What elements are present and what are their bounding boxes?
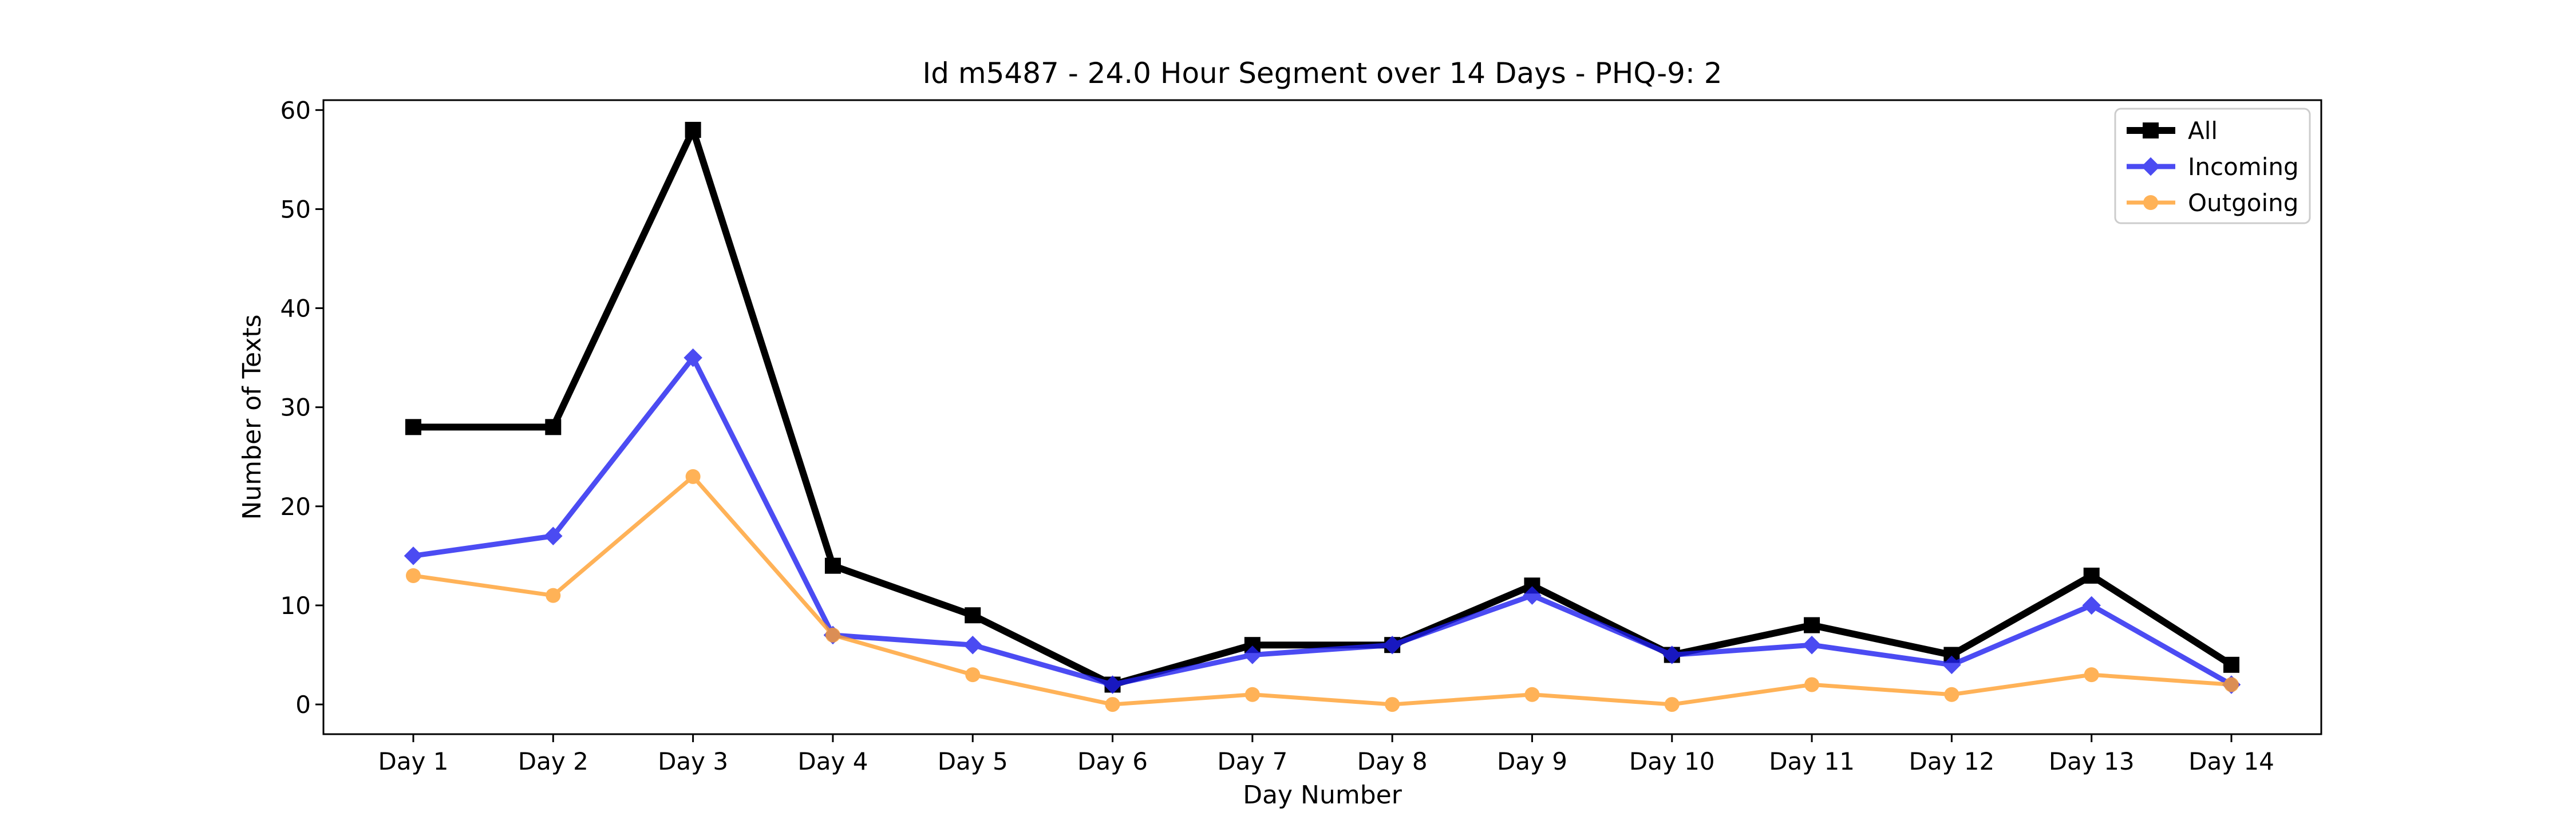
y-axis-label: Number of Texts — [238, 314, 267, 520]
x-tick-label: Day 12 — [1909, 747, 1995, 775]
legend: All Incoming Outgoing — [2114, 108, 2311, 224]
series-all — [405, 121, 2239, 693]
data-point — [545, 419, 562, 435]
series-layer — [404, 121, 2241, 712]
data-point — [1664, 697, 1680, 712]
x-tick-label: Day 1 — [378, 747, 448, 775]
y-tick-label: 10 — [280, 592, 311, 620]
y-tick-label: 50 — [280, 195, 311, 223]
data-point — [963, 635, 982, 655]
data-point — [1382, 635, 1402, 655]
x-tick-label: Day 10 — [1629, 747, 1715, 775]
series-outgoing — [406, 469, 2239, 712]
y-tick-label: 60 — [280, 96, 311, 124]
y-tick-label: 0 — [295, 691, 311, 719]
legend-marker — [2141, 157, 2160, 176]
legend-item — [2127, 157, 2175, 176]
x-tick-label: Day 9 — [1497, 747, 1567, 775]
plot-area — [322, 99, 2322, 735]
data-point — [405, 419, 421, 435]
y-axis: 0 10 20 30 40 50 60 — [280, 96, 323, 719]
data-point — [1524, 687, 1540, 702]
data-point — [544, 526, 563, 545]
x-tick-label: Day 14 — [2188, 747, 2274, 775]
x-tick-label: Day 13 — [2049, 747, 2135, 775]
data-point — [1523, 586, 1542, 605]
x-tick-label: Day 3 — [658, 747, 728, 775]
legend-label: Outgoing — [2188, 189, 2298, 217]
data-point — [1385, 697, 1400, 712]
data-point — [965, 667, 981, 683]
data-point — [1804, 617, 1820, 633]
data-point — [685, 121, 701, 138]
data-point — [1103, 675, 1122, 694]
data-point — [1662, 645, 1682, 664]
legend-marker — [2143, 122, 2159, 138]
data-point — [2082, 596, 2101, 615]
legend-item — [2127, 122, 2175, 138]
chart-title: Id m5487 - 24.0 Hour Segment over 14 Day… — [922, 57, 1722, 90]
legend-label: All — [2188, 117, 2218, 145]
data-point — [546, 588, 561, 603]
x-axis: Day 1 Day 2 Day 3 Day 4 Day 5 Day 6 Day 7 Day 8… — [378, 734, 2274, 775]
plot-frame — [322, 99, 2322, 735]
data-point — [406, 568, 421, 583]
series-incoming — [404, 348, 2241, 694]
data-point — [1244, 687, 1260, 702]
data-point — [2223, 656, 2239, 673]
data-point — [2224, 677, 2239, 692]
x-axis-label: Day Number — [1243, 781, 1402, 810]
data-point — [965, 607, 981, 624]
x-tick-label: Day 2 — [518, 747, 588, 775]
x-tick-label: Day 4 — [797, 747, 868, 775]
x-tick-label: Day 5 — [938, 747, 1008, 775]
data-point — [825, 627, 840, 643]
data-point — [2083, 568, 2100, 584]
legend-marker — [2143, 195, 2158, 210]
data-point — [824, 557, 841, 574]
x-tick-label: Day 11 — [1769, 747, 1855, 775]
y-tick-label: 40 — [280, 295, 311, 323]
data-point — [1942, 655, 1961, 675]
data-point — [2084, 667, 2099, 683]
y-tick-label: 30 — [280, 394, 311, 422]
data-point — [685, 469, 701, 484]
x-tick-label: Day 6 — [1077, 747, 1148, 775]
x-tick-label: Day 8 — [1357, 747, 1428, 775]
data-point — [1105, 697, 1120, 712]
data-point — [1243, 645, 1262, 664]
x-tick-label: Day 7 — [1217, 747, 1287, 775]
series-line — [413, 474, 2232, 707]
data-point — [404, 546, 423, 565]
data-point — [1944, 687, 1959, 702]
data-point — [1802, 635, 1822, 655]
legend-frame — [2114, 108, 2311, 224]
series-line — [413, 355, 2233, 687]
legend-item — [2127, 195, 2175, 210]
data-point — [683, 348, 702, 367]
legend-label: Incoming — [2188, 153, 2299, 181]
y-tick-label: 20 — [280, 493, 311, 521]
series-line — [413, 126, 2234, 688]
data-point — [1804, 677, 1820, 692]
